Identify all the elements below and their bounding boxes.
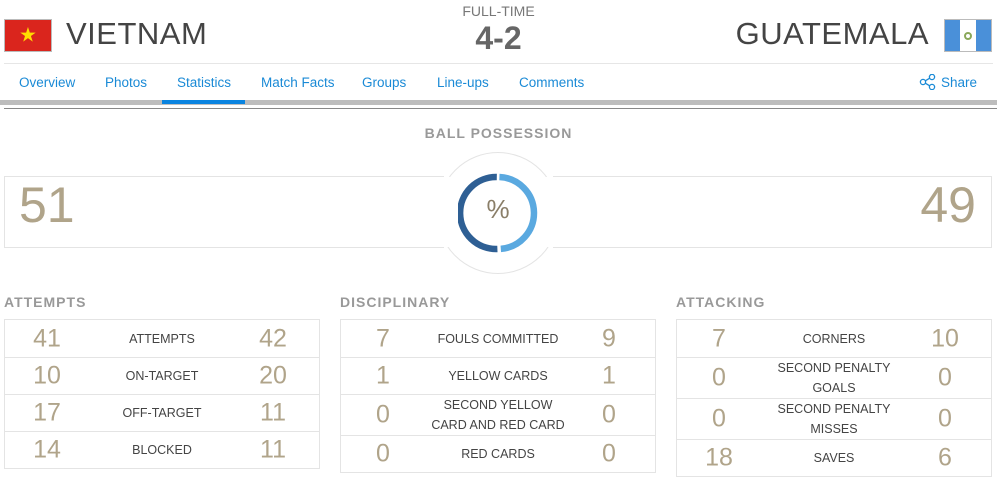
home-value: 14 (33, 435, 61, 464)
possession-home-box (4, 176, 444, 248)
possession-title: BALL POSSESSION (424, 125, 573, 141)
match-status: FULL-TIME (462, 3, 535, 19)
away-value: 20 (259, 361, 287, 390)
home-value: 0 (712, 363, 726, 392)
match-header: ★ VIETNAM FULL-TIME 4-2 GUATEMALA (0, 0, 997, 64)
home-value: 10 (33, 361, 61, 390)
disciplinary-section-title: DISCIPLINARY (340, 294, 451, 310)
home-value: 1 (376, 361, 390, 390)
stat-label: SECOND PENALTY MISSES (777, 402, 891, 436)
away-value: 42 (259, 324, 287, 352)
disciplinary-table: 7 FOULS COMMITTED 9 1 YELLOW CARDS 1 0 S… (340, 319, 656, 473)
tab-comments[interactable]: Comments (519, 75, 585, 90)
header-divider (4, 63, 993, 64)
share-label: Share (940, 74, 977, 90)
tab-statistics[interactable]: Statistics (177, 75, 232, 90)
away-value: 0 (938, 404, 952, 433)
percent-symbol: % (486, 194, 510, 224)
home-value: 17 (33, 398, 61, 427)
home-value: 7 (712, 324, 726, 352)
table-row: 0 SECOND PENALTY MISSES 0 (677, 398, 991, 439)
stat-label: FOULS COMMITTED (437, 331, 559, 346)
away-value: 0 (938, 363, 952, 392)
away-team-name[interactable]: GUATEMALA (735, 16, 929, 51)
match-tabs: Overview Photos Statistics Match Facts G… (0, 64, 997, 100)
table-row: 7 CORNERS 10 (677, 320, 991, 357)
tab-overview[interactable]: Overview (19, 75, 76, 90)
stat-label: ON-TARGET (125, 369, 199, 383)
home-value: 41 (33, 324, 61, 352)
away-value: 0 (602, 439, 616, 468)
match-score: 4-2 (475, 20, 522, 56)
table-row: 18 SAVES 6 (677, 439, 991, 476)
stat-label: CORNERS (802, 331, 866, 346)
share-button[interactable]: Share (919, 74, 977, 90)
possession-donut-chart (458, 173, 538, 253)
attacking-table: 7 CORNERS 10 0 SECOND PENALTY GOALS 0 0 … (676, 319, 992, 477)
stat-label: ATTEMPTS (129, 331, 195, 346)
content-divider (4, 108, 997, 109)
away-value: 10 (931, 324, 959, 352)
home-value: 0 (376, 439, 390, 468)
stat-label: SECOND PENALTY GOALS (777, 361, 891, 395)
home-value: 0 (376, 400, 390, 429)
away-value: 11 (260, 435, 286, 464)
home-value: 18 (705, 443, 733, 472)
home-possession-arc (458, 173, 498, 253)
active-tab-indicator (162, 100, 245, 104)
tab-match-facts[interactable]: Match Facts (261, 75, 335, 90)
tab-photos[interactable]: Photos (105, 75, 148, 90)
table-row: 7 FOULS COMMITTED 9 (341, 320, 655, 357)
away-value: 6 (938, 443, 952, 472)
away-value: 11 (260, 398, 286, 427)
home-value: 7 (376, 324, 390, 352)
table-row: 17 OFF-TARGET 11 (5, 394, 319, 431)
away-value: 0 (602, 400, 616, 429)
table-row: 14 BLOCKED 11 (5, 431, 319, 468)
table-row: 10 ON-TARGET 20 (5, 357, 319, 394)
table-row: 41 ATTEMPTS 42 (5, 320, 319, 357)
stat-label: BLOCKED (132, 443, 192, 457)
away-possession-arc (499, 173, 538, 253)
stat-label: SECOND YELLOW CARD AND RED CARD (431, 398, 565, 432)
table-row: 1 YELLOW CARDS 1 (341, 357, 655, 394)
possession-circle-mask (436, 177, 560, 247)
stat-label: OFF-TARGET (122, 406, 202, 420)
possession-home-value: 51 (19, 177, 75, 233)
attempts-table: 41 ATTEMPTS 42 10 ON-TARGET 20 17 OFF-TA… (4, 319, 320, 469)
table-row: 0 SECOND YELLOW CARD AND RED CARD 0 (341, 394, 655, 435)
stat-label: RED CARDS (461, 447, 535, 461)
tab-line-ups[interactable]: Line-ups (437, 75, 489, 90)
stat-label: SAVES (813, 451, 855, 465)
tab-groups[interactable]: Groups (362, 75, 407, 90)
home-value: 0 (712, 404, 726, 433)
table-row: 0 RED CARDS 0 (341, 435, 655, 472)
vietnam-flag-icon: ★ (4, 19, 52, 52)
share-icon (919, 74, 936, 90)
away-value: 9 (602, 324, 616, 352)
guatemala-flag-icon (944, 19, 992, 52)
attempts-section-title: ATTEMPTS (4, 294, 87, 310)
home-team-name[interactable]: VIETNAM (66, 16, 208, 51)
attacking-section-title: ATTACKING (676, 294, 766, 310)
table-row: 0 SECOND PENALTY GOALS 0 (677, 357, 991, 398)
away-value: 1 (602, 361, 616, 390)
nav-bottom-bar (0, 100, 997, 105)
stat-label: YELLOW CARDS (448, 369, 548, 383)
possession-away-box (553, 176, 992, 248)
possession-away-value: 49 (920, 177, 976, 233)
